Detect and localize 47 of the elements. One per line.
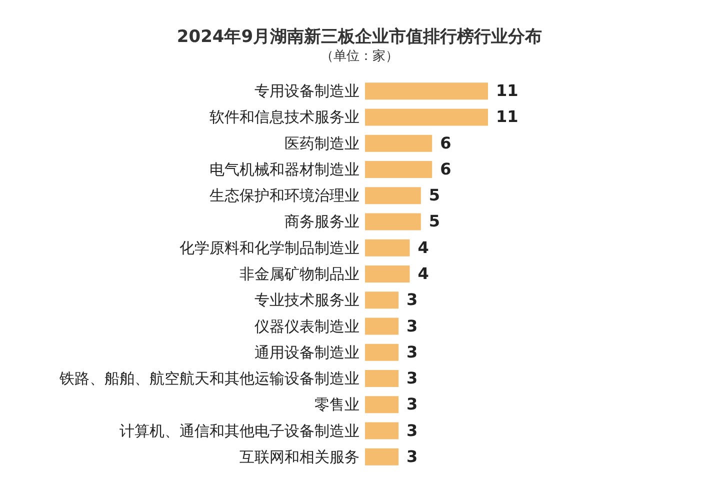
data-label: 11 <box>496 107 518 126</box>
chart-title: 2024年9月湖南新三板企业市值排行榜行业分布 <box>176 27 542 47</box>
data-label: 4 <box>418 238 429 257</box>
data-label: 6 <box>440 159 452 178</box>
y-tick-label: 专业技术服务业 <box>254 291 360 310</box>
bar <box>365 108 488 126</box>
bar <box>365 396 399 414</box>
y-tick-label: 生态保护和环境治理业 <box>210 186 360 205</box>
data-label: 3 <box>406 446 418 466</box>
bar <box>365 448 399 466</box>
data-label: 3 <box>406 420 418 440</box>
bar <box>365 160 432 178</box>
bar <box>365 292 399 309</box>
y-tick-label: 软件和信息技术服务业 <box>210 108 360 126</box>
bar <box>365 266 410 282</box>
y-tick-label: 专用设备制造业 <box>254 82 360 100</box>
y-tick-label: 化学原料和化学制品制造业 <box>180 238 360 257</box>
bar <box>365 344 399 361</box>
y-tick-label: 互联网和相关服务 <box>240 448 360 466</box>
data-label: 5 <box>428 212 440 231</box>
bar <box>365 318 399 335</box>
y-tick-label: 计算机、通信和其他电子设备制造业 <box>120 422 360 440</box>
data-label: 6 <box>440 133 452 152</box>
bar <box>365 187 421 204</box>
bar <box>365 370 399 388</box>
data-label: 3 <box>406 394 418 414</box>
y-tick-label: 非金属矿物制品业 <box>240 265 360 283</box>
data-label: 4 <box>418 264 429 283</box>
data-label: 3 <box>406 316 418 336</box>
data-label: 3 <box>406 368 418 388</box>
bar <box>365 82 488 100</box>
y-tick-label: 通用设备制造业 <box>254 343 360 362</box>
bar <box>365 134 432 152</box>
y-tick-label: 铁路、船舶、航空航天和其他运输设备制造业 <box>58 370 360 388</box>
y-tick-label: 电气机械和器材制造业 <box>210 160 360 178</box>
chart-subtitle: （单位：家） <box>320 48 398 64</box>
y-tick-label: 零售业 <box>314 396 360 414</box>
bar <box>365 213 421 230</box>
y-tick-label: 仪器仪表制造业 <box>254 317 360 336</box>
bar <box>365 239 410 256</box>
data-label: 11 <box>496 81 518 100</box>
y-tick-label: 医药制造业 <box>284 134 360 152</box>
data-label: 3 <box>406 290 418 310</box>
bar <box>365 422 399 440</box>
data-label: 3 <box>406 342 418 362</box>
data-label: 5 <box>428 186 440 205</box>
y-tick-label: 商务服务业 <box>284 212 360 231</box>
